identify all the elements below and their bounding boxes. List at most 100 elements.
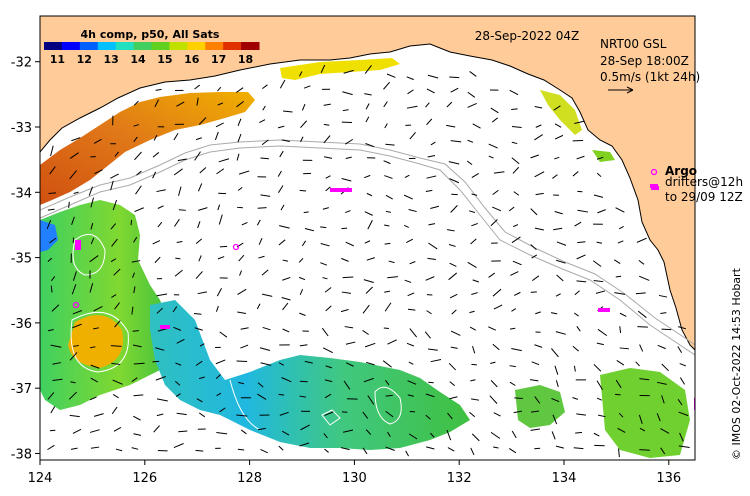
current-arrow: [552, 414, 558, 425]
y-tick-label: -35: [11, 252, 32, 267]
current-arrow: [300, 120, 308, 129]
current-arrow: [154, 256, 161, 264]
current-arrow: [509, 89, 519, 96]
current-arrow: [614, 393, 621, 396]
current-arrow: [90, 364, 100, 369]
current-arrow: [134, 151, 142, 161]
current-arrow: [194, 84, 201, 90]
current-arrow: [551, 397, 560, 403]
current-arrow: [430, 359, 442, 363]
current-arrow: [677, 399, 683, 406]
current-arrow: [534, 227, 544, 231]
current-arrow: [449, 381, 455, 387]
current-arrow: [636, 237, 647, 243]
current-arrow: [531, 361, 540, 366]
current-arrow: [471, 398, 480, 401]
current-arrow: [46, 219, 52, 230]
current-arrow: [325, 365, 333, 369]
current-arrow: [173, 326, 182, 331]
current-arrow: [133, 136, 138, 142]
current-arrow: [259, 119, 266, 123]
current-arrow: [403, 194, 414, 200]
current-arrow: [343, 69, 354, 74]
sst-patch-blue: [40, 220, 58, 252]
current-arrow: [513, 191, 520, 196]
date-label: 28-Sep-2022 04Z: [475, 29, 579, 43]
current-arrow: [617, 427, 626, 433]
current-arrow: [282, 302, 289, 311]
current-arrow: [216, 168, 225, 175]
current-arrow: [71, 137, 81, 142]
current-arrow: [47, 328, 54, 332]
current-arrow: [555, 380, 559, 388]
current-arrow: [490, 380, 498, 388]
current-arrow: [555, 331, 566, 335]
current-arrow: [384, 175, 393, 179]
current-arrow: [470, 379, 476, 382]
colorbar-tick-label: 17: [211, 53, 226, 66]
current-arrow: [133, 394, 144, 397]
current-arrow: [470, 447, 475, 456]
sst-patch-yellow: [540, 90, 582, 135]
current-arrow: [430, 141, 436, 146]
current-arrow: [299, 442, 310, 447]
current-arrow: [324, 287, 332, 293]
current-arrow: [554, 365, 559, 375]
current-arrow: [387, 431, 391, 437]
current-arrow: [176, 338, 185, 344]
current-arrow: [299, 380, 308, 383]
current-arrow: [195, 360, 203, 366]
current-arrow: [131, 260, 141, 263]
current-arrow: [93, 305, 103, 312]
current-arrow: [47, 444, 55, 451]
current-arrow: [616, 359, 625, 366]
current-arrow: [133, 100, 139, 106]
current-arrow: [467, 91, 476, 98]
current-arrow: [551, 431, 556, 440]
current-arrow: [427, 257, 436, 260]
current-arrow: [556, 274, 564, 282]
current-arrow: [345, 362, 354, 367]
current-arrow: [345, 341, 356, 345]
sst-patch-east: [515, 385, 565, 428]
y-tick-label: -34: [11, 186, 32, 201]
current-arrow: [471, 222, 478, 227]
current-arrow: [197, 221, 201, 229]
current-arrow: [387, 339, 397, 345]
current-arrow: [574, 120, 585, 124]
current-arrow: [281, 139, 290, 142]
current-arrow: [511, 108, 518, 110]
current-arrow: [573, 447, 584, 450]
current-arrow: [362, 411, 369, 419]
current-arrow: [385, 394, 393, 397]
current-arrow: [618, 448, 620, 458]
current-arrow: [237, 118, 242, 126]
current-arrow: [240, 344, 249, 349]
current-arrow: [512, 260, 522, 266]
current-arrow: [449, 396, 458, 400]
current-arrow: [195, 449, 204, 452]
scale-label: 0.5m/s (1kt 24h): [600, 70, 700, 84]
x-tick-label: 128: [237, 471, 262, 486]
current-arrow: [492, 288, 502, 297]
current-arrow: [52, 362, 62, 365]
current-arrow: [282, 110, 293, 113]
current-arrow: [661, 328, 672, 331]
current-arrow: [50, 145, 54, 157]
current-arrow: [450, 87, 459, 93]
current-arrow: [471, 173, 480, 179]
y-tick-label: -38: [11, 447, 32, 462]
current-arrow: [157, 205, 164, 209]
current-arrow: [70, 381, 76, 384]
current-arrow: [425, 276, 435, 281]
current-arrow: [490, 107, 499, 114]
drifters-time: to 29/09 12Z: [665, 190, 743, 204]
colorbar-swatch: [241, 42, 260, 50]
current-arrow: [113, 427, 122, 432]
current-arrow: [69, 414, 80, 418]
current-arrow: [178, 186, 182, 196]
current-arrow: [110, 173, 119, 179]
current-arrow: [613, 259, 621, 265]
current-arrow: [173, 443, 184, 449]
current-arrow: [615, 207, 625, 213]
